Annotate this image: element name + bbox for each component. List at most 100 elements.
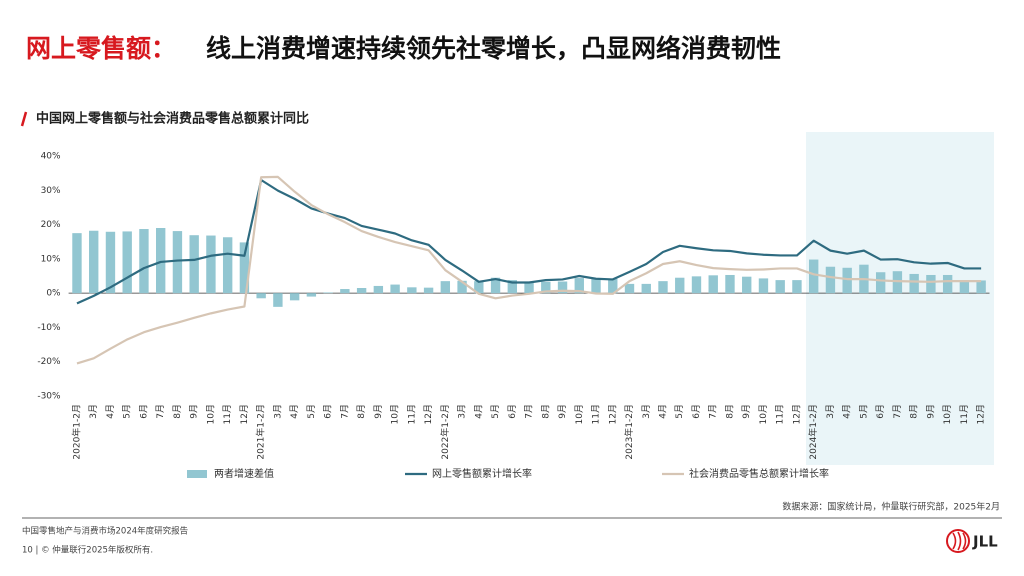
x-tick-label: 12月 [607,404,618,424]
x-tick-label: 7月 [155,404,166,419]
bar [942,274,953,294]
bar [624,283,635,294]
logo-lines [952,531,967,551]
y-tick-label: 0% [46,289,61,299]
x-tick-label: 6月 [875,404,886,419]
x-tick-label: 12月 [239,404,250,424]
bar [139,229,149,294]
x-tick-label: 9月 [557,404,568,419]
bar [323,292,333,294]
line [76,178,982,305]
plot: -30% -20% -10% 0% 10% 20% 30% 40% 2020年1-2月 3月 4月 5… [37,152,990,480]
bar [172,231,183,294]
x-tick-label: 3月 [88,404,99,419]
bar [273,293,283,307]
bar [658,281,668,294]
y-tick-label: 20% [41,220,61,230]
bar [574,278,584,294]
bar [239,242,250,294]
legend-label: 两者增速差值 [214,467,274,480]
bar [507,280,517,294]
bar [289,293,300,301]
y-tick-label: -30% [37,392,61,402]
y-tick-label: 40% [41,152,61,162]
x-tick-label: 4月 [657,404,668,419]
x-tick-label: 9月 [189,404,200,419]
x-tick-label: 6月 [507,404,518,419]
x-tick-label: 2020年1-2月 [70,404,82,460]
bar [105,231,116,294]
bar [775,280,785,294]
bar [474,281,484,294]
bar [490,277,501,294]
x-tick-label: 12月 [976,404,987,424]
logo-mark [946,529,970,553]
x-tick-label: 11月 [591,404,602,424]
x-tick-label: 4月 [289,404,300,419]
x-tick-label: 9月 [373,404,384,419]
bar [875,272,886,294]
x-tick-label: 3月 [457,404,468,419]
x-tick-label: 7月 [339,404,350,419]
bar [222,237,233,294]
legend-swatch [187,470,207,478]
y-tick-label: -20% [37,357,61,367]
bar [390,284,400,294]
legend-label: 网上零售额累计增长率 [432,467,532,480]
footer-page: 10 | © 仲量联行2025年版权所有. [22,545,153,556]
x-tick-label: 6月 [691,404,702,419]
bar [89,230,99,294]
bar [976,280,986,294]
x-tick-label: 8月 [172,404,183,419]
x-tick-label: 12月 [791,404,802,424]
title-lead: 网上零售额： [26,34,176,63]
bar [557,281,568,294]
x-tick-label: 11月 [775,404,786,424]
x-tick-label: 5月 [674,404,685,419]
title-rest: 线上消费增速持续领先社零增长，凸显网络消费韧性 [206,34,781,63]
x-tick-label: 10月 [574,404,585,424]
x-tick-label: 3月 [825,404,836,419]
x-tick-label: 3月 [272,404,283,419]
bar [959,280,970,294]
bar [708,275,718,294]
bar [407,287,417,294]
bar [909,273,919,294]
x-tick-label: 6月 [138,404,149,419]
line [76,175,982,365]
x-tick-label: 5月 [122,404,133,419]
bar [206,235,216,294]
x-tick-label: 8月 [356,404,367,419]
source: 数据来源：国家统计局，仲量联行研究部，2025年2月 [782,501,1000,513]
bar [356,288,367,294]
x-tick-label: 5月 [490,404,501,419]
x-tick-label: 2023年1-2月 [623,404,635,460]
x-tick-label: 6月 [323,404,334,419]
bar [72,233,82,294]
bar [641,283,651,294]
chart-title: 中国网上零售额与社会消费品零售总额累计同比 [36,111,309,127]
bar [758,278,769,294]
x-tick-label: 11月 [222,404,233,424]
x-tick-label: 4月 [842,404,853,419]
x-tick-label: 5月 [858,404,869,419]
bar [340,289,350,294]
bar [524,281,534,294]
footer-report: 中国零售地产与消费市场2024年度研究报告 [22,526,188,537]
bar [926,274,936,294]
bar [842,267,852,294]
bar [792,280,802,294]
bar [156,228,166,294]
x-tick-label: 3月 [641,404,652,419]
x-tick-label: 11月 [959,404,970,424]
legend-label: 社会消费品零售总额累计增长率 [689,467,829,480]
bar [825,266,836,294]
x-tick-label: 10月 [390,404,401,424]
y-tick-label: -10% [37,323,61,333]
x-tick-label: 10月 [205,404,216,424]
highlight-2024 [806,132,994,465]
bar [725,274,735,294]
x-tick-label: 9月 [741,404,752,419]
x-tick-label: 7月 [708,404,719,419]
x-tick-label: 5月 [306,404,317,419]
